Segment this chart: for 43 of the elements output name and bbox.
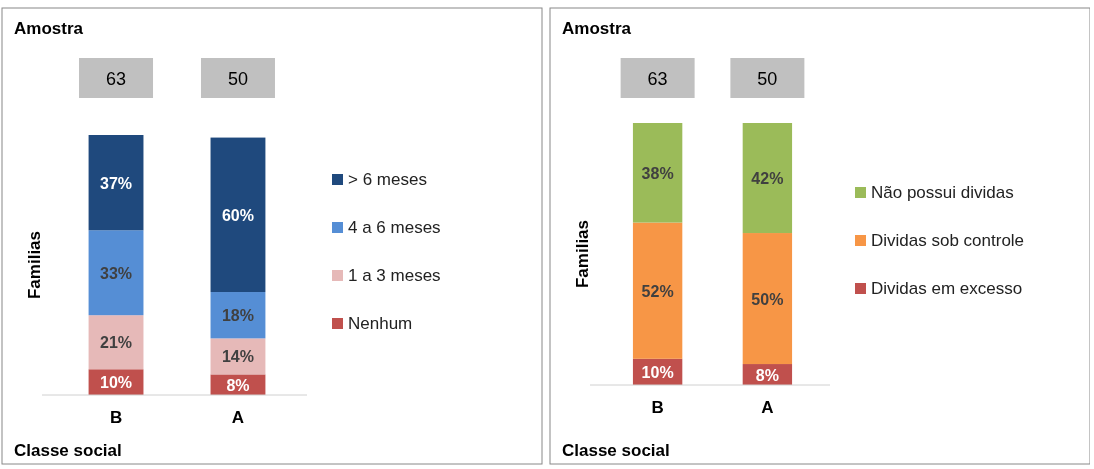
data-label: 38% <box>641 164 674 182</box>
chart-title: Amostra <box>14 19 84 38</box>
x-tick-label: A <box>761 398 774 417</box>
data-label: 52% <box>641 282 674 300</box>
text: 63 <box>106 69 127 89</box>
legend-label: > 6 meses <box>348 170 427 189</box>
y-axis-title: Familias <box>573 219 592 289</box>
data-label: 10% <box>641 363 674 381</box>
text: 50 <box>757 69 778 89</box>
bar <box>88 135 144 231</box>
chart-title: Amostra <box>562 19 632 38</box>
legend-label: Dividas em excesso <box>871 279 1023 298</box>
legend-label: Nenhum <box>348 314 413 333</box>
legend-label: Não possui dividas <box>871 183 1014 202</box>
text: 50 <box>227 69 248 89</box>
data-label: 14% <box>221 348 254 366</box>
x-axis-title: Classe social <box>562 441 670 460</box>
x-tick-label: B <box>109 408 123 427</box>
data-label: 42% <box>751 170 784 188</box>
bar <box>632 222 683 359</box>
data-label: 8% <box>755 366 779 384</box>
data-label: 37% <box>100 174 133 192</box>
x-tick-label: B <box>651 398 664 417</box>
text: 63 <box>647 69 668 89</box>
bar <box>742 233 793 365</box>
data-label: 33% <box>100 264 133 282</box>
data-label: 50% <box>751 290 784 308</box>
bar <box>632 123 683 223</box>
bar <box>88 230 144 316</box>
y-axis-title: Familias <box>25 230 44 300</box>
x-tick-label: A <box>231 408 245 427</box>
data-label: 10% <box>100 374 133 392</box>
legend-label: Dividas sob controle <box>871 231 1025 250</box>
data-label: 18% <box>221 307 254 325</box>
bar <box>88 315 144 370</box>
data-label: 60% <box>221 206 254 224</box>
data-label: 21% <box>100 334 133 352</box>
legend-label: 4 a 6 meses <box>348 218 441 237</box>
x-axis-title: Classe social <box>14 441 122 460</box>
data-label: 8% <box>226 376 250 394</box>
bar <box>742 123 793 234</box>
legend-label: 1 a 3 meses <box>348 266 441 285</box>
bar <box>210 137 266 293</box>
